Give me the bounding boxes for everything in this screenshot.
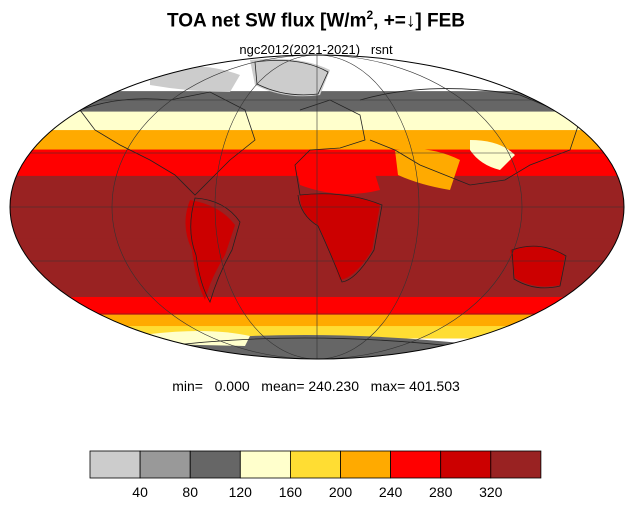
colorbar-tick-label-2: 120 (229, 484, 253, 500)
sahara-region (295, 154, 380, 194)
colorbar-box-4 (289, 450, 341, 479)
map-border (9, 54, 625, 360)
colorbar-tick-label-1: 80 (182, 484, 198, 500)
arabia-region (395, 148, 460, 190)
south-america-coast (190, 197, 241, 303)
colorbar-labels: 40 80 120 160 200 240 280 320 (132, 484, 502, 500)
australia-coast (511, 245, 567, 289)
australia-land (510, 246, 565, 287)
africa-land (300, 193, 380, 280)
colorbar-box-2 (189, 450, 241, 479)
colorbar-box-8 (490, 450, 542, 479)
greenland-region (250, 58, 330, 97)
colorbar-tick-label-0: 40 (132, 484, 148, 500)
colorbar-box-7 (440, 450, 492, 479)
colorbar-tick-label-3: 160 (279, 484, 303, 500)
chart-title: TOA net SW flux [W/m2, +=↓] FEB (0, 8, 632, 32)
colorbar-boxes (89, 450, 542, 479)
antarctica-coast (149, 337, 471, 349)
colorbar-box-6 (390, 450, 442, 479)
asia-coast (359, 88, 581, 186)
colorbar-tick-label-4: 200 (329, 484, 353, 500)
title-prefix: TOA net SW flux [W/m (166, 10, 367, 32)
south-america-land (185, 200, 235, 300)
colorbar-box-5 (340, 450, 391, 479)
europe-africa-coast (294, 99, 383, 283)
colorbar-box-1 (139, 450, 191, 479)
colorbar-tick-label-6: 280 (429, 484, 453, 500)
chart-subtitle: ngc2012(2021-2021) rsnt (239, 42, 393, 57)
colorbar-box-3 (239, 450, 291, 479)
map-detail-group (10, 55, 624, 359)
tibet-region (470, 140, 515, 170)
title-suffix: , +=↓] FEB (373, 10, 466, 32)
graticule (10, 55, 624, 359)
greenland-coast (254, 60, 329, 96)
stats-line: min= 0.000 mean= 240.230 max= 401.503 (172, 378, 460, 394)
title-superscript: 2 (366, 8, 374, 22)
colorbar-tick-label-7: 320 (479, 484, 503, 500)
colorbar-tick-label-5: 240 (379, 484, 403, 500)
colorbar-box-0 (89, 450, 141, 479)
